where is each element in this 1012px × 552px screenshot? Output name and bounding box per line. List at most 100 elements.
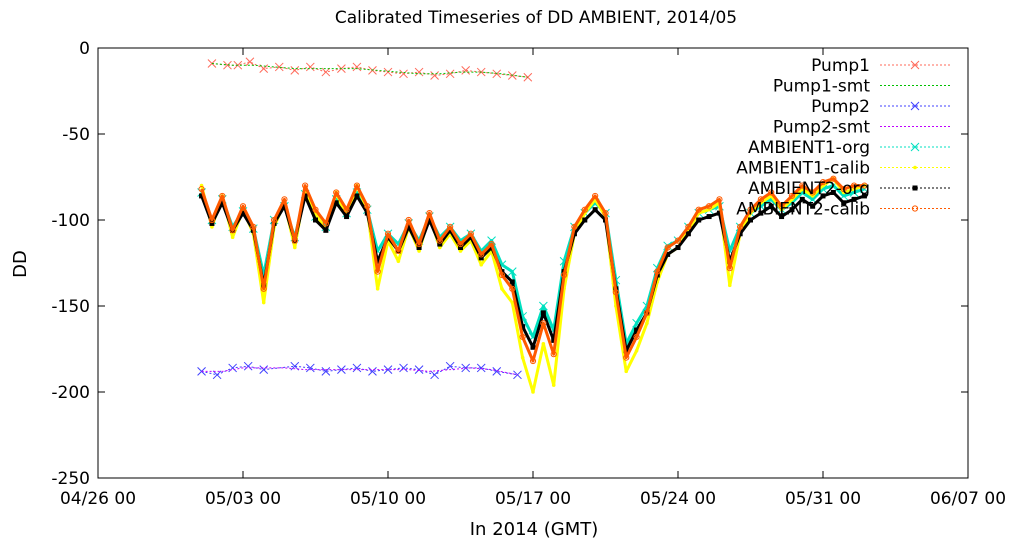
data-point: [447, 227, 453, 233]
x-tick-label: 04/26 00: [60, 489, 136, 509]
data-point: [208, 216, 216, 224]
data-point: [405, 216, 412, 224]
data-point: [840, 185, 847, 193]
data-point: [436, 237, 443, 244]
series-ambient2-calib: [198, 175, 868, 365]
data-point: [841, 200, 847, 206]
data-point: [634, 348, 639, 353]
data-point: [492, 367, 502, 376]
data-point: [509, 285, 516, 292]
legend-label-pump2-smt: Pump2-smt: [773, 118, 870, 138]
data-point: [395, 247, 402, 255]
series-line: [201, 367, 518, 376]
data-point: [789, 207, 795, 213]
data-point: [500, 287, 504, 291]
legend-label-ambient1-calib: AMBIENT1-calib: [736, 159, 870, 179]
data-point: [810, 203, 816, 209]
data-point: [623, 354, 630, 361]
data-point: [321, 367, 331, 376]
data-point: [344, 214, 350, 220]
x-axis-label: In 2014 (GMT): [470, 519, 599, 540]
x-tick-label: 05/24 00: [640, 489, 716, 509]
data-point: [757, 196, 764, 203]
data-point: [530, 344, 536, 350]
data-point: [737, 223, 744, 230]
data-point: [624, 369, 629, 374]
data-point: [245, 57, 255, 67]
series-pump2-smt: [201, 367, 518, 376]
data-point: [447, 223, 454, 230]
data-point: [368, 367, 377, 376]
data-point: [458, 249, 463, 253]
data-point: [259, 365, 269, 374]
data-point: [396, 259, 401, 264]
data-point: [260, 285, 267, 292]
y-tick-label: -200: [51, 383, 90, 403]
legend-label-pump1-smt: Pump1-smt: [773, 77, 870, 97]
data-point: [476, 363, 486, 373]
data-point: [523, 72, 533, 82]
data-point: [415, 240, 423, 248]
data-point: [695, 206, 702, 213]
data-point: [716, 196, 723, 203]
data-point: [592, 207, 598, 213]
data-point: [581, 206, 588, 213]
data-point: [209, 220, 215, 226]
data-point: [243, 361, 253, 371]
legend-label-ambient1-org: AMBIENT1-org: [748, 138, 870, 158]
data-point: [414, 67, 424, 77]
data-point: [437, 241, 443, 247]
data-point: [321, 67, 331, 77]
data-point: [230, 235, 235, 239]
data-point: [643, 309, 651, 316]
data-point: [343, 206, 350, 213]
data-point: [437, 245, 442, 250]
data-point: [322, 220, 329, 227]
data-point: [850, 182, 858, 189]
series-pump2: [197, 361, 522, 380]
data-point: [445, 361, 455, 371]
data-point: [861, 182, 868, 189]
data-point: [353, 182, 361, 189]
data-point: [488, 240, 495, 248]
legend-label-pump2: Pump2: [811, 97, 870, 117]
data-point: [696, 217, 702, 223]
data-point: [305, 62, 315, 72]
data-point: [768, 189, 775, 196]
data-point: [674, 237, 682, 244]
data-point: [197, 367, 206, 376]
data-point: [560, 271, 568, 279]
data-point: [748, 217, 753, 223]
data-point: [212, 370, 222, 380]
legend-label-ambient2-calib: AMBIENT2-calib: [736, 200, 870, 220]
x-tick-label: 06/07 00: [930, 489, 1006, 509]
data-point: [685, 223, 692, 230]
y-axis-label: DD: [10, 250, 31, 278]
legend-marker-pump2: [910, 101, 920, 111]
data-point: [509, 279, 515, 285]
data-point: [384, 230, 392, 237]
x-tick-label: 05/31 00: [785, 489, 861, 509]
data-point: [352, 62, 362, 72]
legend-label-ambient2-org: AMBIENT2-org: [748, 179, 870, 199]
data-point: [820, 193, 826, 199]
data-point: [529, 357, 537, 365]
data-point: [430, 71, 439, 80]
data-point: [788, 192, 796, 200]
data-point: [706, 214, 712, 220]
data-point: [312, 206, 319, 213]
data-point: [375, 287, 380, 291]
data-point: [768, 203, 774, 209]
data-point: [383, 365, 393, 374]
x-tick-label: 05/10 00: [350, 489, 426, 509]
data-point: [302, 193, 308, 199]
legend: Pump1Pump1-smtPump2Pump2-smtAMBIENT1-org…: [736, 56, 950, 220]
data-point: [426, 210, 433, 217]
y-tick-label: -150: [51, 297, 90, 317]
data-point: [458, 245, 463, 251]
series-layer: [197, 57, 869, 394]
data-point: [417, 249, 421, 253]
data-point: [399, 69, 408, 79]
